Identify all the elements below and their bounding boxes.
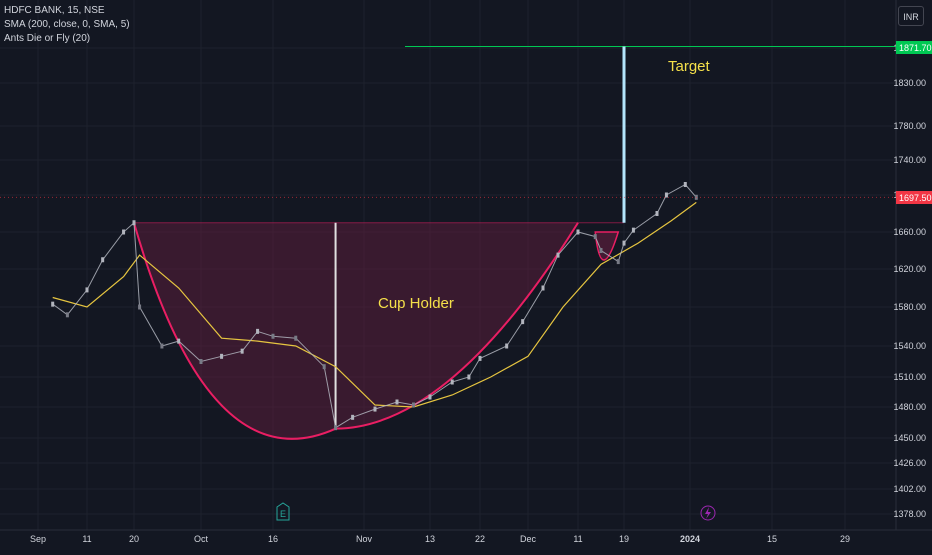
time-tick-label: 29 [840, 534, 850, 544]
sma-layer [52, 201, 697, 408]
last-price-badge: 1697.50 [896, 191, 932, 204]
price-tick-label: 1402.00 [893, 484, 926, 494]
price-candle [271, 333, 275, 339]
indicator-legend[interactable]: Ants Die or Fly (20) [4, 33, 91, 44]
price-candle [138, 304, 142, 310]
lightning-icon [705, 507, 711, 519]
price-tick-label: 1830.00 [893, 78, 926, 88]
price-axis: 1378.00 1402.00 1426.00 1450.00 1480.00 1510.… [893, 0, 926, 530]
price-candle [664, 192, 668, 198]
time-tick-label: 15 [767, 534, 777, 544]
price-tick-label: 1480.00 [893, 402, 926, 412]
sma-line [52, 201, 697, 408]
price-candle [351, 414, 355, 420]
time-tick-label: 13 [425, 534, 435, 544]
price-candle [655, 211, 659, 216]
time-tick-label: 19 [619, 534, 629, 544]
earnings-event[interactable]: E [276, 502, 290, 521]
time-tick-label: Sep [30, 534, 46, 544]
time-tick-label: 2024 [680, 534, 700, 544]
price-candle [616, 259, 620, 265]
target-price-text: 1871.70 [899, 43, 932, 53]
price-tick-label: 1580.00 [893, 302, 926, 312]
target-label: Target [668, 58, 711, 75]
time-axis: Sep 11 20 Oct 16 Nov 13 22 Dec 11 19 2024 15 29 [0, 529, 932, 544]
earnings-icon: E [280, 509, 286, 519]
price-candle [541, 285, 545, 291]
price-candle [51, 301, 55, 307]
chart-grid [0, 0, 896, 530]
price-candle [450, 379, 454, 385]
symbol-title[interactable]: HDFC BANK, 15, NSE [4, 5, 105, 16]
price-tick-label: 1510.00 [893, 372, 926, 382]
candle-layer [51, 182, 698, 431]
sma-legend[interactable]: SMA (200, close, 0, SMA, 5) [4, 19, 130, 30]
price-candle [132, 220, 136, 226]
price-tick-label: 1620.00 [893, 264, 926, 274]
price-candle [631, 227, 635, 233]
target-price-badge: 1871.70 [896, 41, 932, 54]
price-tick-label: 1450.00 [893, 433, 926, 443]
price-candle [122, 229, 126, 235]
price-candle [294, 335, 298, 341]
price-candle [395, 399, 399, 405]
time-tick-label: 20 [129, 534, 139, 544]
chart-legend: HDFC BANK, 15, NSE SMA (200, close, 0, S… [4, 4, 130, 46]
currency-button[interactable]: INR [898, 6, 924, 26]
top-annotation-layer [0, 46, 896, 223]
time-tick-label: 11 [82, 534, 91, 544]
time-tick-label: Nov [356, 534, 373, 544]
time-tick-label: Oct [194, 534, 209, 544]
price-candle [256, 328, 260, 334]
price-candle [576, 229, 580, 235]
price-candle [160, 343, 164, 349]
price-candle [428, 394, 432, 400]
time-tick-label: 16 [268, 534, 278, 544]
price-tick-label: 1426.00 [893, 458, 926, 468]
price-candle [593, 234, 597, 240]
price-candle [622, 240, 626, 246]
price-candle [683, 182, 687, 187]
annotation-layer [133, 46, 896, 440]
price-candle [177, 338, 181, 344]
time-tick-label: Dec [520, 534, 537, 544]
price-candle [334, 425, 338, 431]
price-tick-label: 1780.00 [893, 121, 926, 131]
price-candle [521, 319, 525, 325]
price-candle [412, 402, 415, 408]
price-tick-label: 1660.00 [893, 227, 926, 237]
cup-holder-label: Cup Holder [378, 295, 454, 312]
price-candle [478, 355, 482, 361]
price-candle [599, 248, 603, 253]
time-tick-label: 11 [573, 534, 582, 544]
price-candle [101, 257, 105, 263]
price-candle [65, 312, 69, 318]
price-candle [556, 252, 560, 258]
cup-fill [134, 222, 578, 439]
dividend-event[interactable] [700, 505, 716, 521]
price-candle [505, 343, 509, 349]
last-price-text: 1697.50 [899, 193, 932, 203]
price-candle [467, 374, 471, 380]
price-candle [220, 353, 224, 359]
price-tick-label: 1540.00 [893, 341, 926, 351]
price-candle [373, 406, 377, 412]
price-candle [322, 364, 326, 370]
price-tick-label: 1378.00 [893, 509, 926, 519]
price-candle [240, 348, 244, 354]
price-candle [199, 359, 203, 364]
price-candle [85, 287, 89, 293]
price-tick-label: 1740.00 [893, 155, 926, 165]
time-tick-label: 22 [475, 534, 485, 544]
